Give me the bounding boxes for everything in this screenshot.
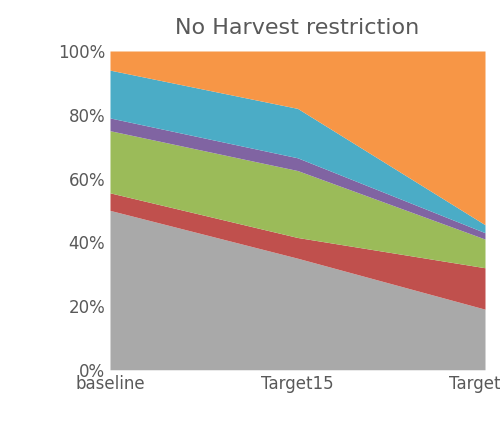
Title: No Harvest restriction: No Harvest restriction bbox=[176, 18, 420, 38]
